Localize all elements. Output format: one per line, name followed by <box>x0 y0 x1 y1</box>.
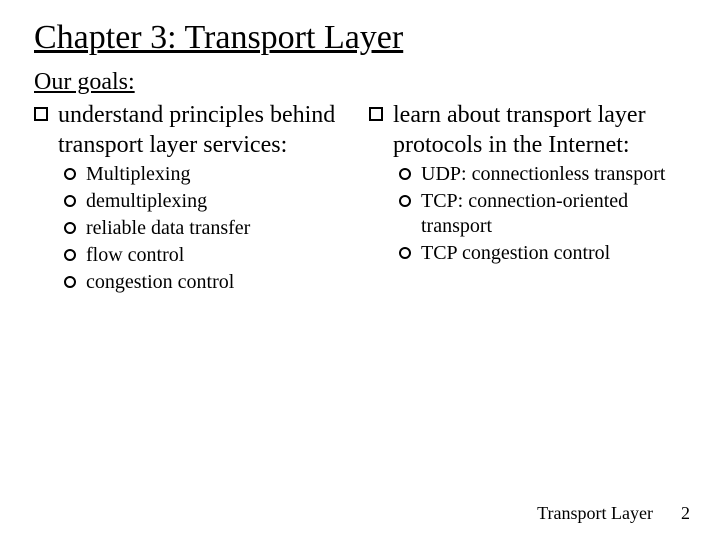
right-column: learn about transport layer protocols in… <box>369 100 686 295</box>
left-column: understand principles behind transport l… <box>34 100 351 295</box>
bullet-text: TCP: connection-oriented transport <box>421 189 686 239</box>
circle-bullet-icon <box>64 222 76 234</box>
bullet-text: reliable data transfer <box>86 216 351 241</box>
bullet-level-1: understand principles behind transport l… <box>34 100 351 160</box>
circle-bullet-icon <box>399 247 411 259</box>
bullet-text: learn about transport layer protocols in… <box>393 100 686 160</box>
bullet-text: understand principles behind transport l… <box>58 100 351 160</box>
page-number: 2 <box>681 503 690 524</box>
footer-label: Transport Layer <box>537 503 653 524</box>
bullet-level-2: flow control <box>64 243 351 268</box>
bullet-level-2: Multiplexing <box>64 162 351 187</box>
slide-subtitle: Our goals: <box>34 69 686 96</box>
bullet-text: demultiplexing <box>86 189 351 214</box>
bullet-text: Multiplexing <box>86 162 351 187</box>
bullet-level-2: TCP congestion control <box>399 241 686 266</box>
square-bullet-icon <box>369 107 383 121</box>
circle-bullet-icon <box>399 168 411 180</box>
circle-bullet-icon <box>64 276 76 288</box>
bullet-level-2: demultiplexing <box>64 189 351 214</box>
right-sublist: UDP: connectionless transport TCP: conne… <box>369 162 686 266</box>
slide-title: Chapter 3: Transport Layer <box>34 18 686 57</box>
bullet-text: UDP: connectionless transport <box>421 162 686 187</box>
left-sublist: Multiplexing demultiplexing reliable dat… <box>34 162 351 295</box>
bullet-level-2: UDP: connectionless transport <box>399 162 686 187</box>
square-bullet-icon <box>34 107 48 121</box>
bullet-level-2: congestion control <box>64 270 351 295</box>
circle-bullet-icon <box>399 195 411 207</box>
bullet-text: congestion control <box>86 270 351 295</box>
columns: understand principles behind transport l… <box>34 100 686 295</box>
bullet-level-2: reliable data transfer <box>64 216 351 241</box>
circle-bullet-icon <box>64 195 76 207</box>
circle-bullet-icon <box>64 249 76 261</box>
slide-footer: Transport Layer 2 <box>537 503 690 524</box>
circle-bullet-icon <box>64 168 76 180</box>
bullet-text: TCP congestion control <box>421 241 686 266</box>
slide: Chapter 3: Transport Layer Our goals: un… <box>0 0 720 540</box>
bullet-text: flow control <box>86 243 351 268</box>
bullet-level-2: TCP: connection-oriented transport <box>399 189 686 239</box>
bullet-level-1: learn about transport layer protocols in… <box>369 100 686 160</box>
